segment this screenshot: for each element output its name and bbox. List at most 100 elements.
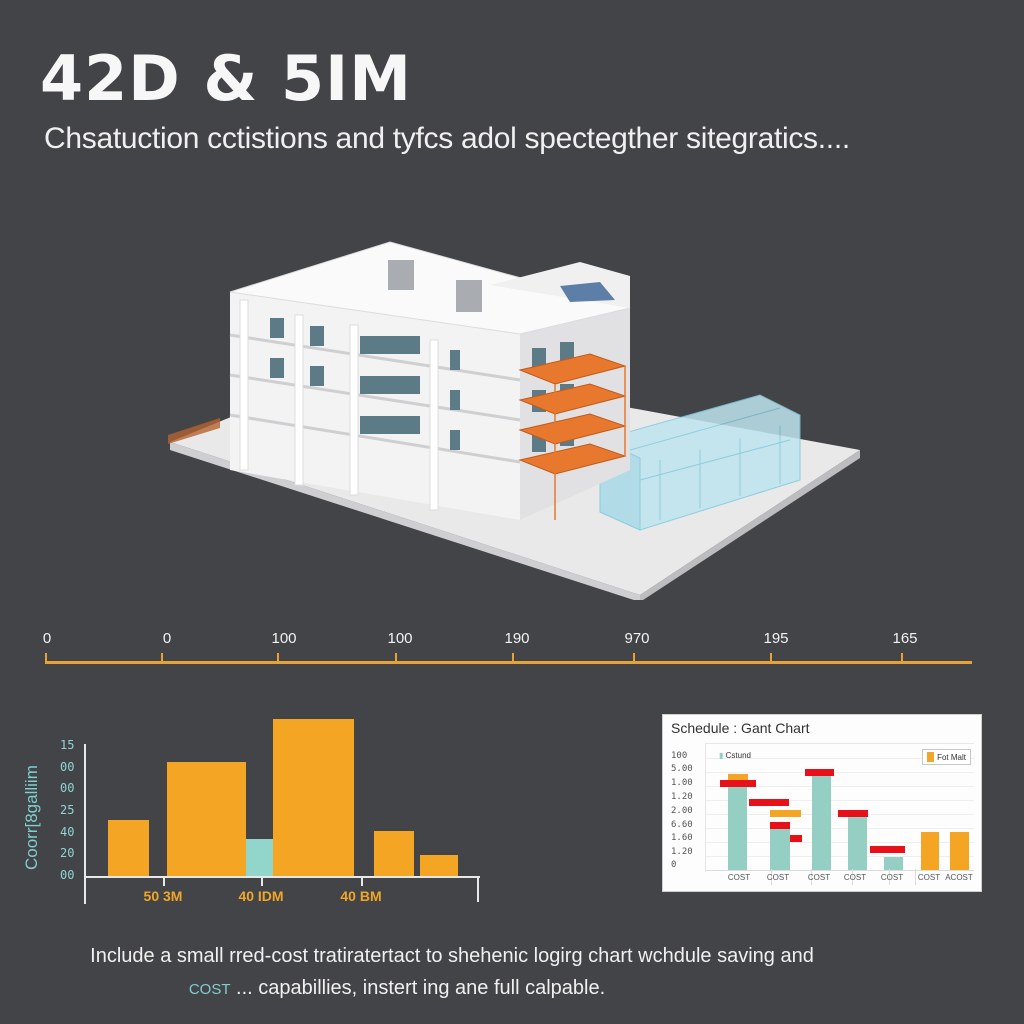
gantt-title: Schedule : Gant Chart xyxy=(671,720,810,736)
gantt-task-bar xyxy=(805,769,834,776)
timeline-label: 0 xyxy=(162,630,172,647)
bar xyxy=(374,831,414,876)
footer-line-2: COST ... capabillies, instert ing ane fu… xyxy=(0,972,1024,1006)
timeline-tick xyxy=(277,653,279,663)
y-tick: 00 xyxy=(60,868,75,882)
timeline-label: 100 xyxy=(387,630,413,647)
bar xyxy=(273,719,354,876)
timeline-label: 165 xyxy=(892,630,918,647)
x-label: COST xyxy=(766,873,790,882)
bar xyxy=(420,855,458,876)
y-tick: 15 xyxy=(60,738,75,752)
cost-tag: COST xyxy=(188,981,231,998)
y-tick: 0 xyxy=(671,860,677,870)
gantt-chart-panel: Schedule : Gant Chart 100 5.00 1.00 1.20… xyxy=(662,714,982,892)
cost-column xyxy=(812,776,831,870)
grid-line xyxy=(706,828,974,829)
page-subtitle: Chsatuction cctistions and tyfcs adol sp… xyxy=(44,122,850,155)
x-label: 50 3M xyxy=(143,888,183,904)
gantt-plot-area xyxy=(705,743,974,872)
x-label: COST xyxy=(880,873,904,882)
y-tick: 100 xyxy=(671,751,688,761)
grid-line xyxy=(706,772,974,773)
footer-caption: Include a small rred-cost tratiratertact… xyxy=(0,940,1024,1006)
gantt-task-bar xyxy=(838,810,868,817)
x-label: ACOST xyxy=(945,873,973,882)
x-divider xyxy=(915,869,916,885)
timeline-tick xyxy=(512,653,514,663)
y-tick: 6.60 xyxy=(671,820,693,830)
gantt-task-bar xyxy=(870,846,905,853)
x-divider xyxy=(811,869,812,885)
x-divider xyxy=(889,869,890,885)
bar-accent xyxy=(246,839,273,876)
y-axis-label: Coorr[8galliim xyxy=(22,765,41,870)
x-label: 40 BM xyxy=(340,888,382,904)
cost-column-orange xyxy=(921,832,939,870)
legend-label: Cstund xyxy=(725,751,751,760)
bar xyxy=(167,762,246,876)
x-label: COST xyxy=(843,873,867,882)
x-label: COST xyxy=(807,873,831,882)
gantt-task-bar xyxy=(770,810,801,817)
gantt-task-bar xyxy=(728,774,748,781)
timeline-label: 0 xyxy=(42,630,52,647)
y-tick: 2.00 xyxy=(671,806,693,816)
x-divider xyxy=(852,869,853,885)
y-tick: 5.00 xyxy=(671,764,693,774)
legend-label: Fot Malt xyxy=(937,752,966,762)
y-tick: 00 xyxy=(60,760,75,774)
x-tick xyxy=(163,876,165,886)
y-tick: 1.60 xyxy=(671,833,693,843)
y-axis xyxy=(84,744,86,904)
grid-line xyxy=(706,758,974,759)
footer-line-2-text: ... capabillies, instert ing ane full ca… xyxy=(230,977,606,999)
x-label: COST xyxy=(727,873,751,882)
baseline xyxy=(706,870,974,871)
grid-line xyxy=(706,786,974,787)
footer-line-1: Include a small rred-cost tratiratertact… xyxy=(90,945,814,967)
timeline-tick xyxy=(45,653,47,663)
gantt-task-bar xyxy=(749,799,789,806)
timeline-tick xyxy=(395,653,397,663)
x-tick xyxy=(361,876,363,886)
timeline-tick xyxy=(770,653,772,663)
cost-column xyxy=(848,816,867,870)
cost-column-orange xyxy=(950,832,969,870)
bar xyxy=(108,820,149,876)
grid-line xyxy=(706,842,974,843)
legend-right: Fot Malt xyxy=(922,749,971,765)
gantt-task-bar xyxy=(770,822,790,829)
legend-marker-icon: ▮ xyxy=(719,751,724,760)
gantt-task-bar xyxy=(790,835,802,842)
grid-line xyxy=(706,856,974,857)
legend-left: ▮ Cstund xyxy=(719,751,751,760)
timeline-tick xyxy=(633,653,635,663)
cost-column xyxy=(770,828,790,870)
x-axis xyxy=(84,876,480,878)
x-tick xyxy=(261,876,263,886)
y-tick: 00 xyxy=(60,781,75,795)
glass-annex xyxy=(599,394,801,531)
cost-bar-chart: Coorr[8galliim 15 00 00 25 40 20 00 50 3… xyxy=(20,710,500,925)
bim-building-illustration xyxy=(168,241,860,600)
y-tick: 40 xyxy=(60,825,75,839)
timeline-label: 190 xyxy=(504,630,530,647)
y-tick: 1.20 xyxy=(671,792,693,802)
timeline-axis: 0 0 100 100 190 970 195 165 xyxy=(0,620,1024,680)
timeline-label: 100 xyxy=(271,630,297,647)
x-tick xyxy=(477,876,479,902)
cost-column xyxy=(728,784,747,870)
x-divider xyxy=(771,869,772,885)
legend-swatch-icon xyxy=(927,752,935,762)
x-label: 40 IDM xyxy=(238,888,284,904)
cost-column xyxy=(884,857,903,870)
y-tick: 25 xyxy=(60,803,75,817)
timeline-tick xyxy=(901,653,903,663)
y-tick: 20 xyxy=(60,846,75,860)
y-tick: 1.20 xyxy=(671,847,693,857)
timeline-line xyxy=(45,661,972,664)
gantt-task-bar xyxy=(720,780,756,787)
timeline-label: 970 xyxy=(624,630,650,647)
y-tick: 1.00 xyxy=(671,778,693,788)
